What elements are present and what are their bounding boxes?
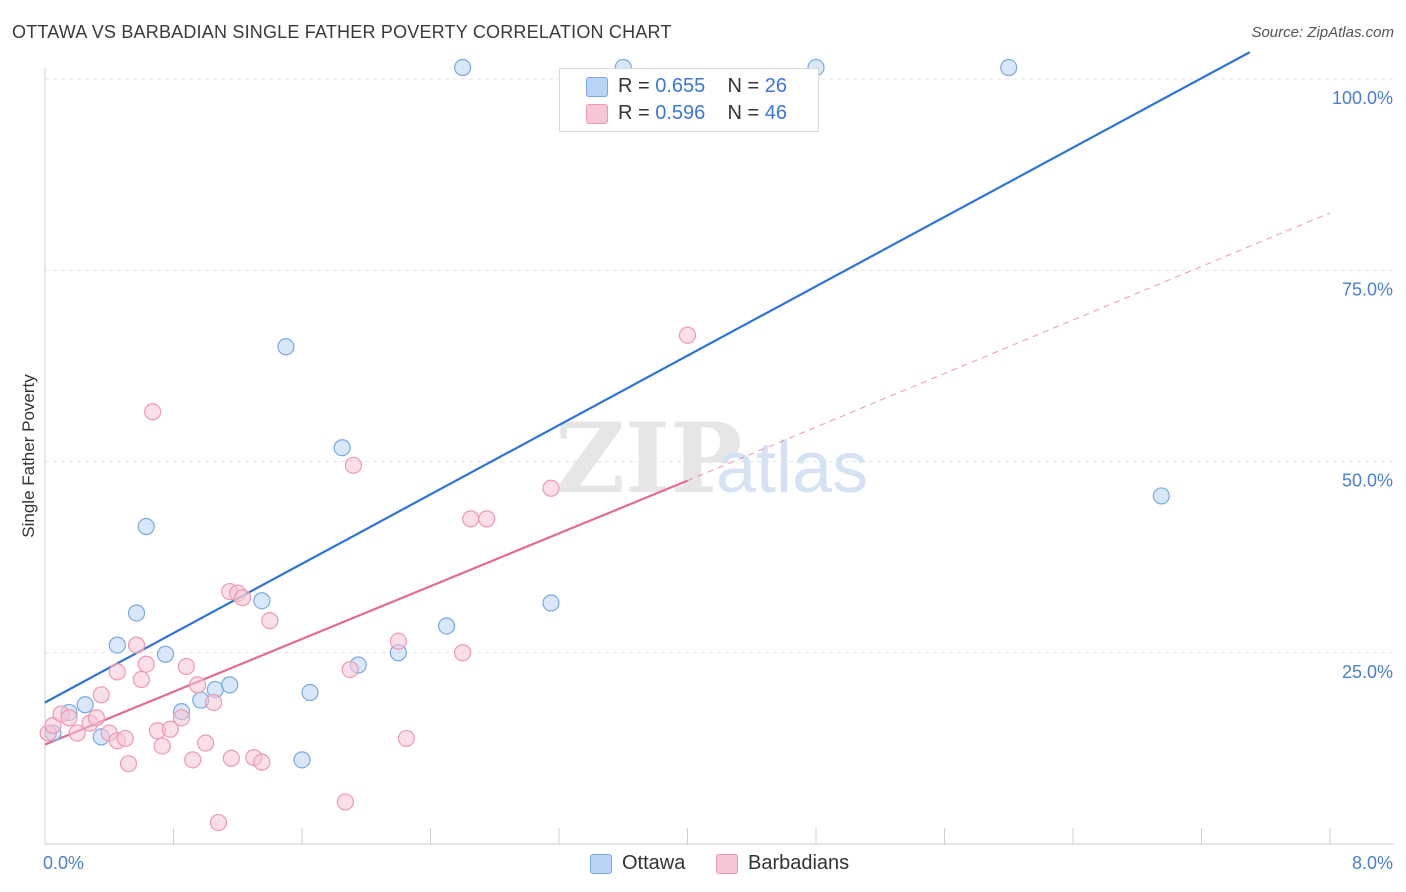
watermark-atlas: atlas — [716, 428, 868, 508]
legend-n-value: 46 — [764, 102, 788, 124]
barbadian-point — [462, 510, 480, 528]
ottawa-point — [437, 617, 456, 635]
barbadian-trend-extension — [687, 212, 1331, 482]
x-tick-label: 8.0% — [1352, 853, 1393, 873]
axes — [44, 68, 1394, 845]
legend-r-value: 0.596 — [655, 102, 706, 124]
barbadian-point — [336, 793, 354, 811]
barbadian-point — [161, 720, 179, 738]
legend-r-label: R = — [618, 102, 650, 124]
y-tick-label: 25.0% — [1342, 662, 1393, 682]
watermark-zip: ZIP — [555, 402, 742, 515]
barbadian-point — [188, 676, 207, 694]
barbadian-point — [116, 729, 134, 748]
barbadian-point — [127, 636, 146, 654]
y-axis-label: Single Father Poverty — [19, 374, 38, 538]
ottawa-point — [156, 645, 175, 663]
barbadian-point — [172, 709, 191, 727]
legend: R = 0.655 N = 26 R = 0.596 N = 46 — [559, 68, 819, 132]
barbadian-point — [108, 663, 126, 681]
ottawa-point — [137, 517, 155, 536]
barbadian-point — [68, 724, 86, 742]
chart-title: OTTAWA VS BARBADIAN SINGLE FATHER POVERT… — [12, 22, 672, 42]
y-tick-label: 100.0% — [1332, 88, 1393, 108]
ottawa-point — [542, 594, 560, 612]
barbadian-point — [261, 612, 279, 630]
ottawa-swatch — [590, 854, 612, 874]
x-tick-label: 0.0% — [43, 853, 84, 873]
data-points — [39, 58, 1170, 832]
legend-n-label: N = — [727, 102, 760, 124]
legend-n-value: 26 — [764, 75, 788, 97]
y-tick-label: 75.0% — [1342, 279, 1393, 299]
bottom-legend-barbadians-label: Barbadians — [748, 852, 850, 874]
watermark: ZIP atlas — [555, 402, 868, 515]
barbadian-point — [132, 670, 150, 689]
ottawa-swatch — [586, 77, 608, 97]
barbadian-point — [177, 657, 195, 676]
barbadian-point — [397, 729, 416, 748]
barbadian-point — [454, 644, 472, 662]
barbadian-point — [542, 479, 560, 497]
barbadian-point — [92, 686, 110, 704]
ottawa-point — [301, 683, 319, 702]
tick-labels: 25.0% 50.0% 75.0% 100.0% 0.0% 8.0% — [43, 88, 1393, 873]
y-tick-label: 50.0% — [1342, 471, 1393, 491]
barbadians-swatch — [586, 104, 608, 124]
barbadian-point — [153, 737, 171, 755]
barbadian-point — [253, 753, 271, 771]
barbadian-point — [389, 632, 407, 650]
gridlines — [45, 78, 1394, 654]
barbadians-swatch — [716, 854, 738, 874]
barbadian-point — [144, 403, 162, 421]
ottawa-trend-line — [44, 51, 1251, 704]
legend-r-value: 0.655 — [655, 75, 706, 97]
barbadian-point — [197, 734, 215, 752]
barbadian-point — [209, 813, 228, 832]
ottawa-point — [127, 604, 146, 622]
ottawa-point — [76, 696, 94, 714]
barbadian-point — [344, 456, 362, 474]
barbadian-trend-line — [44, 479, 688, 746]
barbadian-point — [137, 655, 155, 673]
ottawa-point — [333, 439, 351, 457]
ottawa-point — [293, 751, 311, 769]
ottawa-point — [221, 676, 239, 694]
barbadian-point — [184, 751, 202, 769]
bottom-legend-ottawa-label: Ottawa — [622, 852, 686, 874]
barbadian-point — [60, 709, 78, 727]
ottawa-point — [1000, 58, 1018, 77]
barbadian-point — [678, 326, 697, 344]
ottawa-point — [1152, 487, 1170, 505]
barbadian-point — [233, 589, 252, 607]
legend-r-label: R = — [618, 75, 650, 97]
ottawa-point — [108, 636, 126, 654]
ottawa-point — [454, 58, 472, 77]
barbadian-point — [222, 749, 240, 767]
barbadian-point — [478, 510, 496, 528]
source-label: Source: ZipAtlas.com — [1251, 24, 1394, 41]
barbadian-point — [87, 709, 106, 727]
trend-lines — [44, 51, 1331, 746]
legend-n-label: N = — [727, 75, 760, 97]
barbadian-point — [341, 660, 359, 679]
ottawa-point — [253, 592, 271, 610]
ottawa-point — [277, 338, 295, 356]
barbadian-point — [205, 693, 223, 712]
barbadian-point — [119, 755, 138, 773]
